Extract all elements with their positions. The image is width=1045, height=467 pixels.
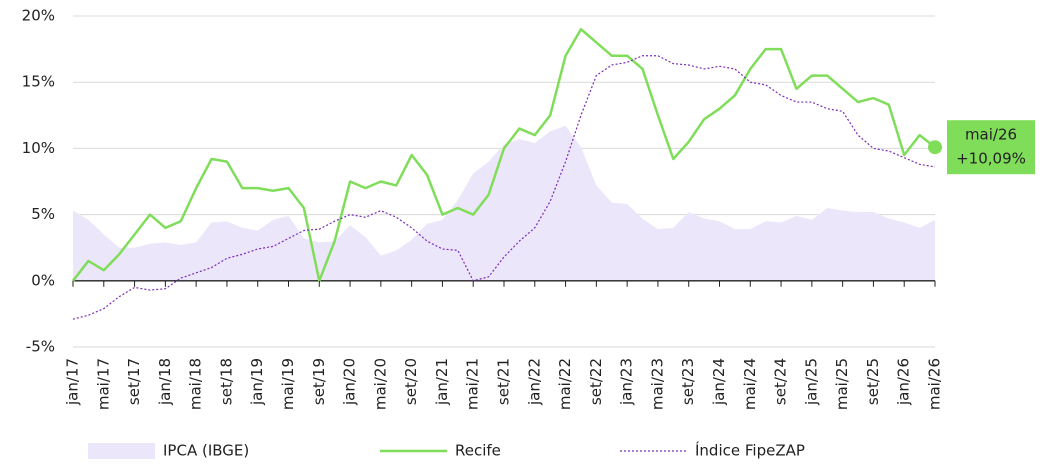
callout-value: +10,09% [956,150,1026,168]
x-tick-label: set/19 [310,358,328,405]
x-tick-label: set/24 [772,358,790,405]
callout-box [947,120,1035,175]
x-tick-label: set/25 [864,358,882,405]
area [73,125,935,281]
x-tick-label: mai/19 [279,358,297,410]
legend-label: Índice FipeZAP [695,441,805,460]
line [72,27,936,283]
y-tick-label: 15% [22,73,55,91]
x-tick-label: jan/24 [710,358,728,406]
y-tick-label: -5% [26,338,55,356]
x-tick-label: mai/18 [187,358,205,410]
x-tick-label: jan/23 [618,358,636,406]
x-tick-label: set/23 [679,358,697,405]
x-tick-label: mai/26 [926,358,944,410]
y-tick-label: 5% [31,205,55,223]
y-tick-label: 10% [22,139,55,157]
x-tick-label: mai/24 [741,358,759,410]
x-tick-label: mai/25 [833,358,851,410]
legend-label: IPCA (IBGE) [163,442,249,460]
y-tick-label: 0% [31,271,55,289]
x-tick-label: mai/21 [464,358,482,410]
legend-swatch [88,443,155,459]
y-tick-label: 20% [22,7,55,25]
x-tick-label: jan/22 [525,358,543,406]
x-tick-label: jan/20 [341,358,359,406]
x-tick-label: jan/21 [433,358,451,406]
x-tick-label: set/22 [587,358,605,405]
x-tick-label: set/17 [125,358,143,405]
x-tick-label: jan/19 [248,358,266,406]
x-tick-label: jan/18 [156,358,174,406]
x-tick-label: set/18 [217,358,235,405]
x-tick-label: jan/26 [895,358,913,406]
x-tick-label: mai/23 [648,358,666,410]
x-tick-label: set/20 [402,358,420,405]
legend-label: Recife [455,442,501,460]
callout-label: mai/26 [965,126,1017,144]
x-tick-label: set/21 [495,358,513,405]
x-tick-label: mai/22 [556,358,574,410]
x-tick-label: mai/20 [371,358,389,410]
x-tick-label: mai/17 [94,358,112,410]
line [72,55,936,320]
x-tick-label: jan/25 [802,358,820,406]
x-tick-label: jan/17 [64,358,82,406]
end-marker [928,140,942,155]
